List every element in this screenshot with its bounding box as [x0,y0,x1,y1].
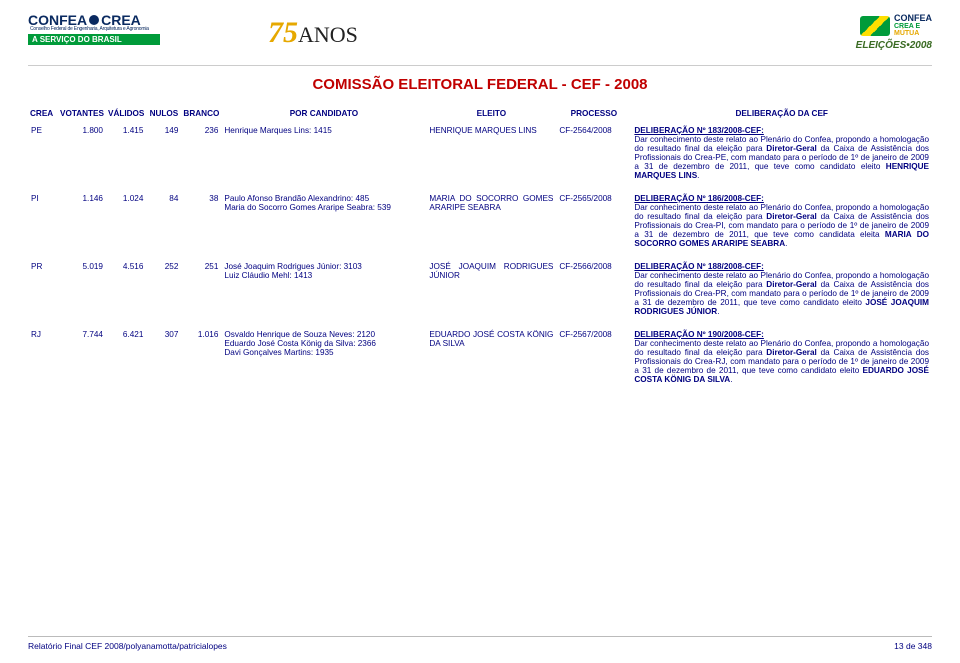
cell-eleito: HENRIQUE MARQUES LINS [426,122,556,190]
election-table: CREA VOTANTES VÁLIDOS NULOS BRANCO POR C… [28,107,932,394]
cell-votantes: 1.146 [58,190,106,258]
cell-branco: 38 [181,190,221,258]
logo-servico-banner: A SERVIÇO DO BRASIL [28,34,160,45]
cell-deliberacao: DELIBERAÇÃO Nº 186/2008-CEF:Dar conhecim… [631,190,932,258]
cell-deliberacao: DELIBERAÇÃO Nº 188/2008-CEF:Dar conhecim… [631,258,932,326]
col-votantes: VOTANTES [58,107,106,122]
right-line1: CONFEA [894,14,932,23]
cell-branco: 251 [181,258,221,326]
delib-title: DELIBERAÇÃO Nº 186/2008-CEF: [634,194,929,203]
delib-strong: Diretor-Geral [766,144,817,153]
delib-strong: JOSÉ JOAQUIM RODRIGUES JÚNIOR [634,298,929,316]
cell-validos: 1.415 [106,122,146,190]
logo-75anos: 75ANOS [268,16,358,50]
col-deliberacao: DELIBERAÇÃO DA CEF [631,107,932,122]
col-processo: PROCESSO [556,107,631,122]
cell-crea: PR [28,258,58,326]
footer-right: 13 de 348 [894,641,932,651]
delib-body: Dar conhecimento deste relato ao Plenári… [634,339,929,384]
cell-eleito: JOSÉ JOAQUIM RODRIGUES JÚNIOR [426,258,556,326]
delib-title: DELIBERAÇÃO Nº 183/2008-CEF: [634,126,929,135]
col-crea: CREA [28,107,58,122]
cell-crea: PE [28,122,58,190]
cell-deliberacao: DELIBERAÇÃO Nº 183/2008-CEF:Dar conhecim… [631,122,932,190]
candidate-line: Davi Gonçalves Martins: 1935 [224,348,423,357]
cell-crea: RJ [28,326,58,394]
delib-strong: EDUARDO JOSÉ COSTA KÖNIG DA SILVA [634,366,929,384]
cell-votantes: 1.800 [58,122,106,190]
table-row: RJ7.7446.4213071.016Osvaldo Henrique de … [28,326,932,394]
table-row: PR5.0194.516252251José Joaquim Rodrigues… [28,258,932,326]
delib-body: Dar conhecimento deste relato ao Plenári… [634,203,929,248]
cell-deliberacao: DELIBERAÇÃO Nº 190/2008-CEF:Dar conhecim… [631,326,932,394]
cell-branco: 1.016 [181,326,221,394]
candidate-line: Osvaldo Henrique de Souza Neves: 2120 [224,330,423,339]
delib-strong: Diretor-Geral [766,212,817,221]
cell-candidatos: José Joaquim Rodrigues Júnior: 3103Luiz … [221,258,426,326]
cell-processo: CF-2567/2008 [556,326,631,394]
delib-title: DELIBERAÇÃO Nº 188/2008-CEF: [634,262,929,271]
cell-processo: CF-2565/2008 [556,190,631,258]
eleicoes-label: ELEIÇÕES•2008 [856,40,932,51]
logo-right-text: CONFEA CREA E MÚTUA [894,14,932,37]
candidate-line: Henrique Marques Lins: 1415 [224,126,423,135]
col-candidato: POR CANDIDATO [221,107,426,122]
cell-candidatos: Paulo Afonso Brandão Alexandrino: 485Mar… [221,190,426,258]
candidate-line: Paulo Afonso Brandão Alexandrino: 485 [224,194,423,203]
cell-nulos: 84 [146,190,181,258]
logo-right: CONFEA CREA E MÚTUA [860,14,932,37]
delib-strong: Diretor-Geral [766,348,817,357]
table-row: PE1.8001.415149236Henrique Marques Lins:… [28,122,932,190]
cell-votantes: 7.744 [58,326,106,394]
delib-body: Dar conhecimento deste relato ao Plenári… [634,135,929,180]
col-validos: VÁLIDOS [106,107,146,122]
cell-eleito: MARIA DO SOCORRO GOMES ARARIPE SEABRA [426,190,556,258]
page-header: CONFEA CREA Conselho Federal de Engenhar… [28,10,932,66]
right-line2: CREA E [894,23,932,30]
page-footer: Relatório Final CEF 2008/polyanamotta/pa… [28,636,932,651]
delib-title: DELIBERAÇÃO Nº 190/2008-CEF: [634,330,929,339]
cell-crea: PI [28,190,58,258]
logo-left: CONFEA CREA Conselho Federal de Engenhar… [28,12,160,45]
cell-validos: 4.516 [106,258,146,326]
logo-subtitle: Conselho Federal de Engenharia, Arquitet… [30,26,160,32]
footer-left: Relatório Final CEF 2008/polyanamotta/pa… [28,641,227,651]
delib-body: Dar conhecimento deste relato ao Plenári… [634,271,929,316]
col-nulos: NULOS [146,107,181,122]
page-title: COMISSÃO ELEITORAL FEDERAL - CEF - 2008 [28,76,932,93]
cell-candidatos: Henrique Marques Lins: 1415 [221,122,426,190]
candidate-line: Eduardo José Costa König da Silva: 2366 [224,339,423,348]
logo-bullet-icon [89,15,99,25]
delib-strong: Diretor-Geral [766,280,817,289]
cell-candidatos: Osvaldo Henrique de Souza Neves: 2120Edu… [221,326,426,394]
candidate-line: Luiz Cláudio Mehl: 1413 [224,271,423,280]
cell-branco: 236 [181,122,221,190]
table-row: PI1.1461.0248438Paulo Afonso Brandão Ale… [28,190,932,258]
cell-eleito: EDUARDO JOSÉ COSTA KÖNIG DA SILVA [426,326,556,394]
anos-number: 75 [268,16,298,49]
cell-processo: CF-2566/2008 [556,258,631,326]
cell-nulos: 149 [146,122,181,190]
col-branco: BRANCO [181,107,221,122]
delib-strong: MARIA DO SOCORRO GOMES ARARIPE SEABRA [634,230,929,248]
cell-nulos: 307 [146,326,181,394]
brazil-flag-icon [860,16,890,36]
candidate-line: José Joaquim Rodrigues Júnior: 3103 [224,262,423,271]
cell-nulos: 252 [146,258,181,326]
candidate-line: Maria do Socorro Gomes Araripe Seabra: 5… [224,203,423,212]
anos-text: ANOS [298,22,358,47]
cell-validos: 6.421 [106,326,146,394]
cell-votantes: 5.019 [58,258,106,326]
cell-validos: 1.024 [106,190,146,258]
col-eleito: ELEITO [426,107,556,122]
table-header-row: CREA VOTANTES VÁLIDOS NULOS BRANCO POR C… [28,107,932,122]
delib-strong: HENRIQUE MARQUES LINS [634,162,929,180]
right-line3: MÚTUA [894,30,932,37]
cell-processo: CF-2564/2008 [556,122,631,190]
